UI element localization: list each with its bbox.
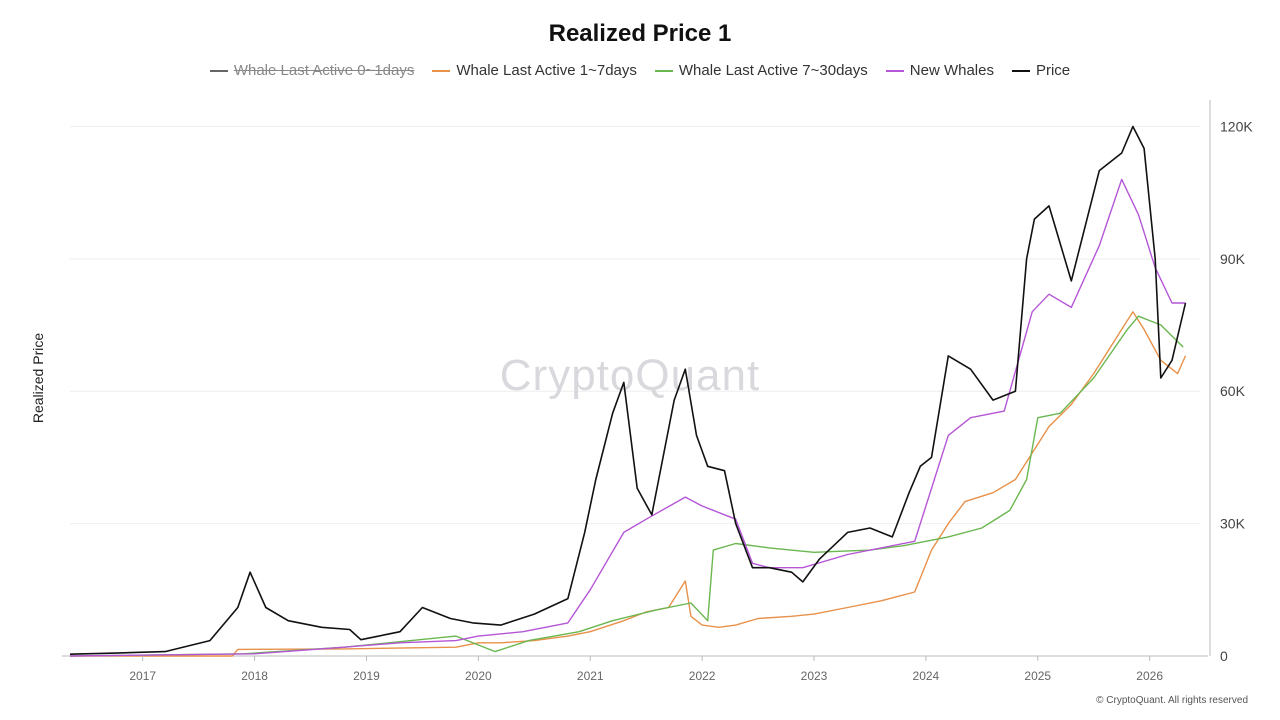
chart-legend: Whale Last Active 0~1days Whale Last Acti… — [0, 62, 1280, 79]
legend-label: Whale Last Active 7~30days — [678, 62, 868, 79]
legend-label: Whale Last Active 0~1days — [233, 62, 415, 79]
legend-swatch — [885, 69, 904, 72]
series-line-price — [69, 125, 1187, 655]
grid-lines — [70, 125, 1200, 525]
x-tick-label: 2017 — [129, 669, 156, 683]
y-tick-labels: 0 30K 60K 90K 120K — [1220, 118, 1253, 664]
x-tick-label: 2021 — [577, 669, 604, 683]
legend-swatch — [1011, 69, 1030, 72]
legend-label: Price — [1035, 62, 1071, 79]
x-tick-label: 2019 — [353, 669, 380, 683]
x-tick-label: 2025 — [1024, 669, 1051, 683]
x-tick-label: 2018 — [241, 669, 268, 683]
axes — [62, 100, 1211, 657]
legend-swatch — [432, 69, 451, 72]
x-tick-labels: 2017 2018 2019 2020 2021 2022 2023 2024 2025 2026 — [129, 656, 1163, 683]
legend-item[interactable]: Whale Last Active 7~30days — [654, 62, 868, 79]
x-tick-label: 2020 — [465, 669, 492, 683]
legend-item[interactable]: Whale Last Active 1~7days — [432, 62, 637, 79]
y-tick-label: 0 — [1220, 648, 1228, 664]
x-tick-label: 2022 — [689, 669, 716, 683]
chart-title: Realized Price 1 — [548, 20, 732, 47]
legend-label: New Whales — [909, 62, 994, 79]
legend-swatch — [654, 69, 673, 72]
series-group — [69, 125, 1187, 657]
x-tick-label: 2024 — [913, 669, 940, 683]
legend-swatch — [209, 69, 228, 72]
x-tick-label: 2026 — [1136, 669, 1163, 683]
legend-item[interactable]: New Whales — [885, 62, 994, 79]
legend-item[interactable]: Whale Last Active 0~1days — [209, 62, 415, 79]
x-tick-label: 2023 — [801, 669, 828, 683]
watermark: CryptoQuant — [500, 351, 760, 400]
y-tick-label: 90K — [1220, 251, 1246, 267]
legend-item[interactable]: Price — [1011, 62, 1071, 79]
legend-label: Whale Last Active 1~7days — [456, 62, 637, 79]
y-tick-label: 30K — [1220, 516, 1246, 532]
y-tick-label: 120K — [1220, 118, 1253, 134]
series-line-whale-last-active-1-7days — [70, 311, 1187, 657]
series-line-new-whales — [69, 178, 1186, 657]
copyright-notice: © CryptoQuant. All rights reserved — [1096, 695, 1248, 706]
y-tick-label: 60K — [1220, 383, 1246, 399]
series-line-whale-last-active-7-30days — [69, 315, 1184, 657]
